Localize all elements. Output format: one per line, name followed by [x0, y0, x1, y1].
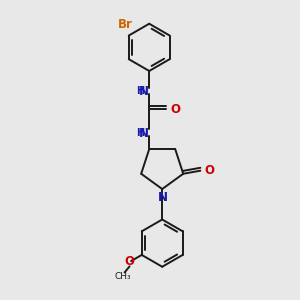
- Text: H: H: [136, 86, 144, 96]
- Text: H: H: [136, 128, 144, 138]
- Text: O: O: [124, 255, 135, 268]
- Text: O: O: [204, 164, 214, 177]
- Text: N: N: [158, 191, 168, 204]
- Text: Br: Br: [118, 18, 133, 31]
- Text: N: N: [139, 127, 148, 140]
- Text: O: O: [170, 103, 180, 116]
- Text: N: N: [139, 85, 148, 98]
- Text: CH₃: CH₃: [114, 272, 131, 281]
